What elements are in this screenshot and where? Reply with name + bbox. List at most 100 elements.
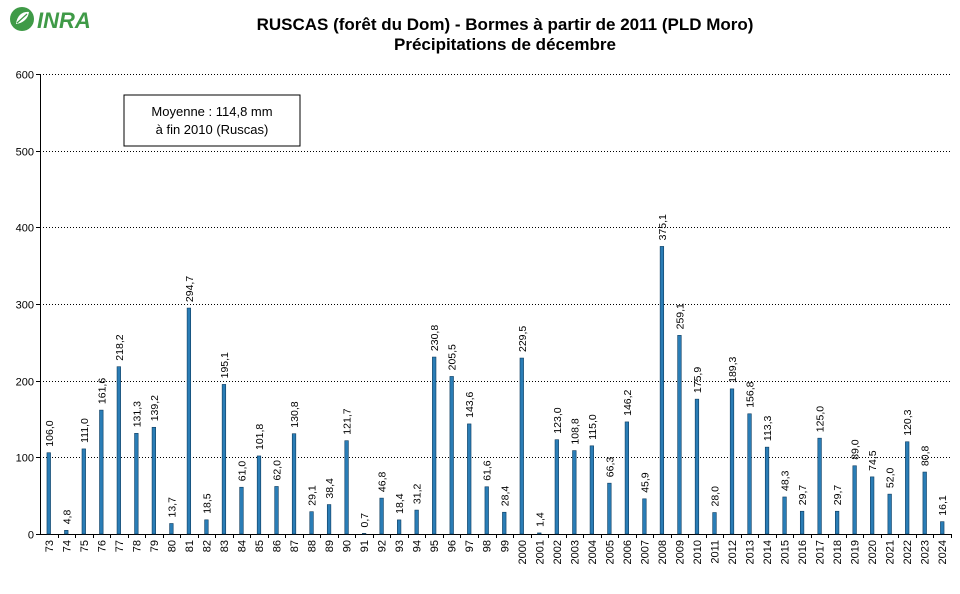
x-tick-label: 89	[324, 540, 336, 552]
value-label: 229,5	[517, 326, 529, 352]
bar	[326, 504, 332, 535]
value-label: 16,1	[937, 495, 949, 516]
x-tick-label: 2022	[902, 540, 914, 564]
bar	[554, 439, 559, 535]
value-label: 146,2	[622, 389, 634, 415]
bar	[537, 532, 542, 535]
value-label: 52,0	[885, 468, 897, 489]
x-tick-label: 86	[272, 540, 284, 552]
bar	[712, 512, 717, 535]
bar	[817, 437, 822, 535]
value-label: 28,4	[499, 486, 511, 507]
value-label: 0,7	[359, 513, 371, 528]
bar	[502, 511, 507, 535]
x-tick-label: 85	[254, 540, 266, 552]
y-tick-label: 400	[16, 223, 34, 235]
value-label: 294,7	[184, 276, 196, 302]
value-label: 31,2	[412, 484, 424, 505]
bar	[729, 388, 735, 535]
value-label: 61,0	[237, 461, 249, 482]
value-label: 113,3	[762, 415, 774, 441]
value-label: 156,8	[745, 381, 757, 407]
bar	[204, 519, 209, 535]
bar	[782, 496, 787, 535]
value-label: 230,8	[429, 325, 441, 351]
inra-logo: INRA	[10, 7, 91, 33]
bars	[46, 246, 945, 535]
value-label: 189,3	[727, 356, 739, 382]
bar	[905, 441, 910, 535]
value-label: 131,3	[131, 401, 143, 427]
x-tick-label: 2001	[534, 540, 546, 564]
x-tick-label: 77	[114, 540, 126, 552]
x-tick-label: 2014	[762, 540, 774, 564]
x-tick-label: 75	[79, 540, 91, 552]
value-label: 62,0	[272, 460, 284, 481]
value-label: 111,0	[79, 418, 91, 443]
x-tick-label: 2016	[797, 540, 809, 564]
bar	[484, 486, 489, 535]
x-tick-label: 97	[464, 540, 476, 552]
bar	[589, 445, 594, 535]
bar	[239, 486, 244, 535]
x-tick-label: 2006	[622, 540, 634, 564]
x-tick-label: 2017	[815, 540, 827, 564]
x-tick-label: 95	[429, 540, 441, 552]
bar	[116, 366, 121, 535]
bar	[414, 509, 419, 535]
bar	[397, 519, 402, 535]
x-tick-label: 87	[289, 540, 301, 552]
bar	[519, 357, 524, 535]
bar	[169, 523, 174, 535]
x-tick-label: 79	[149, 540, 161, 552]
value-label: 61,6	[482, 460, 494, 481]
value-label: 4,8	[61, 510, 73, 525]
bar	[677, 335, 682, 535]
bar	[99, 409, 104, 535]
bar	[764, 446, 770, 535]
y-tick-label: 0	[28, 530, 34, 542]
bar	[467, 423, 472, 535]
value-label: 18,5	[201, 493, 213, 514]
x-tick-labels: 73 74 75 76 77 78 79 80 81 82 83 84 85 86 87 88 89 90 91 92…	[44, 540, 949, 564]
x-tick-label: 2007	[639, 540, 651, 564]
x-tick-label: 2002	[552, 540, 564, 564]
y-tick-label: 200	[16, 377, 34, 389]
x-tick-label: 2008	[657, 540, 669, 564]
bar	[694, 398, 700, 535]
gridlines	[40, 74, 951, 458]
mean-annotation-box	[123, 94, 301, 147]
x-tick-label: 2012	[727, 540, 739, 564]
value-label: 101,8	[254, 424, 266, 450]
value-label: 120,3	[902, 409, 914, 435]
bar	[379, 497, 384, 535]
x-tick-label: 99	[499, 540, 511, 552]
axes	[36, 74, 952, 538]
x-tick-label: 2009	[675, 540, 687, 564]
value-label: 195,1	[219, 352, 231, 378]
mean-annotation-line-2: à fin 2010 (Ruscas)	[156, 122, 269, 137]
value-label: 143,6	[464, 391, 476, 417]
x-tick-label: 2015	[780, 540, 792, 564]
x-tick-label: 2018	[832, 540, 844, 564]
chart-title: RUSCAS (forêt du Dom) - Bormes à partir …	[150, 15, 860, 55]
y-tick-label: 500	[16, 147, 34, 159]
bar	[799, 510, 805, 535]
bar	[81, 448, 86, 535]
x-tick-label: 93	[394, 540, 406, 552]
x-tick-label: 2010	[692, 540, 704, 564]
value-label: 29,7	[797, 485, 809, 506]
bar	[291, 433, 297, 535]
value-label: 375,1	[657, 214, 669, 240]
value-label: 28,0	[710, 486, 722, 507]
bar	[887, 493, 892, 535]
x-tick-label: 2024	[937, 540, 949, 564]
value-label: 108,8	[569, 418, 581, 444]
value-label: 80,8	[920, 446, 932, 467]
x-tick-label: 2020	[867, 540, 879, 564]
mean-annotation: Moyenne : 114,8 mm à fin 2010 (Ruscas)	[123, 94, 301, 147]
x-tick-label: 2021	[885, 540, 897, 564]
x-tick-label: 81	[184, 540, 196, 552]
mean-annotation-line-1: Moyenne : 114,8 mm	[151, 104, 272, 119]
value-label: 45,9	[639, 472, 651, 493]
